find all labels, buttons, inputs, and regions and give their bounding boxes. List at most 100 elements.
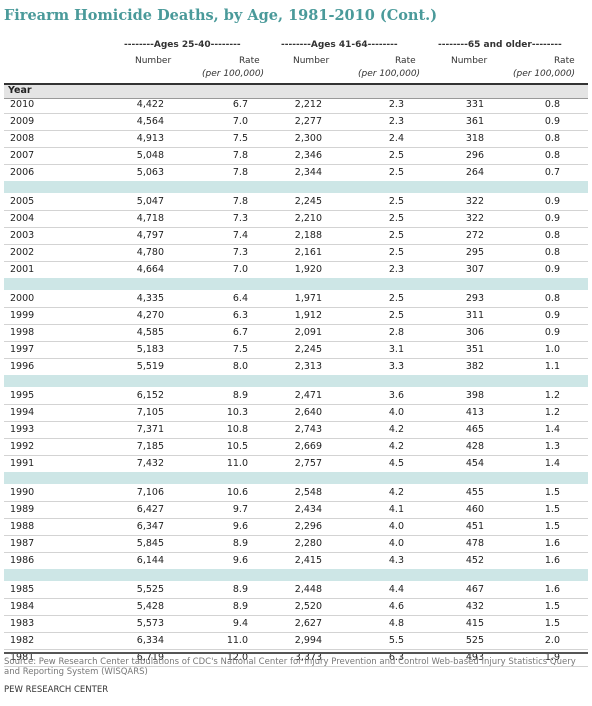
number-41-64-cell: 2,210 [294, 213, 322, 224]
number-65-older-cell: 525 [465, 635, 484, 646]
number-41-64-cell: 2,091 [294, 327, 322, 338]
section-divider-band [4, 181, 588, 193]
number-65-older-cell: 293 [465, 293, 484, 304]
table-row: 2002 4,780 7.3 2,161 2.5 295 0.8 [4, 244, 588, 262]
number-41-64-cell: 2,669 [294, 441, 322, 452]
table-row: 1992 7,185 10.5 2,669 4.2 428 1.3 [4, 438, 588, 456]
year-cell: 2005 [10, 196, 35, 207]
rate-25-40-cell: 7.4 [232, 230, 248, 241]
table-row: 2009 4,564 7.0 2,277 2.3 361 0.9 [4, 113, 588, 131]
number-41-64-cell: 2,188 [294, 230, 322, 241]
number-41-64-cell: 2,548 [294, 487, 322, 498]
rate-25-40-cell: 11.0 [226, 458, 248, 469]
number-65-older-cell: 454 [465, 458, 484, 469]
number-41-64-cell: 2,757 [294, 458, 322, 469]
number-65-older-cell: 460 [465, 504, 484, 515]
rate-41-64-cell: 6.3 [388, 652, 404, 663]
year-cell: 1993 [10, 424, 35, 435]
rate-41-64-cell: 2.5 [388, 167, 404, 178]
rate-65-older-cell: 1.6 [544, 555, 560, 566]
rate-65-older-cell: 0.9 [544, 310, 560, 321]
rate-65-older-cell: 0.9 [544, 264, 560, 275]
year-cell: 1984 [10, 601, 35, 612]
year-cell: 1988 [10, 521, 35, 532]
rate-65-older-cell: 0.8 [544, 247, 560, 258]
rate-65-older-cell: 1.1 [544, 361, 560, 372]
number-41-64-cell: 2,640 [294, 407, 322, 418]
col-rate-unit-41-64: (per 100,000) [358, 69, 421, 79]
table-row: 1984 5,428 8.9 2,520 4.6 432 1.5 [4, 598, 588, 616]
number-25-40-cell: 5,525 [136, 584, 164, 595]
rate-25-40-cell: 7.5 [232, 344, 248, 355]
number-41-64-cell: 2,245 [294, 344, 322, 355]
rate-25-40-cell: 7.0 [232, 116, 248, 127]
year-cell: 2008 [10, 133, 35, 144]
number-25-40-cell: 4,564 [136, 116, 164, 127]
year-cell: 2002 [10, 247, 35, 258]
number-41-64-cell: 1,912 [294, 310, 322, 321]
number-65-older-cell: 455 [465, 487, 484, 498]
section-divider-band [4, 569, 588, 581]
year-cell: 2000 [10, 293, 35, 304]
table-row: 1996 5,519 8.0 2,313 3.3 382 1.1 [4, 358, 588, 376]
number-65-older-cell: 331 [465, 99, 484, 110]
table-title: Firearm Homicide Deaths, by Age, 1981-20… [4, 7, 438, 24]
number-25-40-cell: 7,432 [136, 458, 164, 469]
number-65-older-cell: 318 [465, 133, 484, 144]
rate-25-40-cell: 6.7 [232, 99, 248, 110]
rate-41-64-cell: 2.3 [388, 264, 404, 275]
number-25-40-cell: 7,106 [136, 487, 164, 498]
rate-25-40-cell: 7.3 [232, 213, 248, 224]
table-row: 1993 7,371 10.8 2,743 4.2 465 1.4 [4, 421, 588, 439]
rate-25-40-cell: 11.0 [226, 635, 248, 646]
rate-41-64-cell: 2.5 [388, 150, 404, 161]
rate-41-64-cell: 4.0 [388, 521, 404, 532]
rate-65-older-cell: 1.4 [544, 458, 560, 469]
rate-25-40-cell: 8.9 [232, 538, 248, 549]
year-cell: 1997 [10, 344, 35, 355]
rate-41-64-cell: 4.6 [388, 601, 404, 612]
rate-65-older-cell: 1.2 [544, 407, 560, 418]
table-row: 2004 4,718 7.3 2,210 2.5 322 0.9 [4, 210, 588, 228]
rate-41-64-cell: 4.2 [388, 441, 404, 452]
rate-25-40-cell: 8.9 [232, 390, 248, 401]
rate-65-older-cell: 1.9 [544, 652, 560, 663]
table-row: 2001 4,664 7.0 1,920 2.3 307 0.9 [4, 261, 588, 279]
table-row: 1982 6,334 11.0 2,994 5.5 525 2.0 [4, 632, 588, 650]
rate-41-64-cell: 3.1 [388, 344, 404, 355]
number-65-older-cell: 351 [465, 344, 484, 355]
rate-25-40-cell: 6.3 [232, 310, 248, 321]
number-41-64-cell: 2,434 [294, 504, 322, 515]
year-cell: 1985 [10, 584, 35, 595]
col-rate-25-40: Rate [239, 56, 260, 66]
number-25-40-cell: 6,334 [136, 635, 164, 646]
rate-41-64-cell: 2.5 [388, 196, 404, 207]
number-41-64-cell: 2,280 [294, 538, 322, 549]
number-41-64-cell: 2,212 [294, 99, 322, 110]
rate-65-older-cell: 1.5 [544, 618, 560, 629]
table-row: 1986 6,144 9.6 2,415 4.3 452 1.6 [4, 552, 588, 570]
rate-65-older-cell: 0.9 [544, 116, 560, 127]
number-65-older-cell: 264 [465, 167, 484, 178]
number-41-64-cell: 3,373 [294, 652, 322, 663]
year-cell: 1981 [10, 652, 35, 663]
number-41-64-cell: 2,277 [294, 116, 322, 127]
table-row: 1998 4,585 6.7 2,091 2.8 306 0.9 [4, 324, 588, 342]
year-cell: 1990 [10, 487, 35, 498]
table-row: 1987 5,845 8.9 2,280 4.0 478 1.6 [4, 535, 588, 553]
rate-41-64-cell: 4.3 [388, 555, 404, 566]
year-cell: 1995 [10, 390, 35, 401]
number-25-40-cell: 4,335 [136, 293, 164, 304]
number-65-older-cell: 311 [465, 310, 484, 321]
rate-25-40-cell: 9.6 [232, 555, 248, 566]
rate-65-older-cell: 2.0 [544, 635, 560, 646]
number-41-64-cell: 2,994 [294, 635, 322, 646]
number-25-40-cell: 7,371 [136, 424, 164, 435]
col-number-41-64: Number [293, 56, 330, 66]
rate-65-older-cell: 0.8 [544, 150, 560, 161]
table-row: 1990 7,106 10.6 2,548 4.2 455 1.5 [4, 484, 588, 502]
section-divider-band [4, 278, 588, 290]
rate-65-older-cell: 1.6 [544, 584, 560, 595]
rate-41-64-cell: 4.0 [388, 407, 404, 418]
number-65-older-cell: 465 [465, 424, 484, 435]
